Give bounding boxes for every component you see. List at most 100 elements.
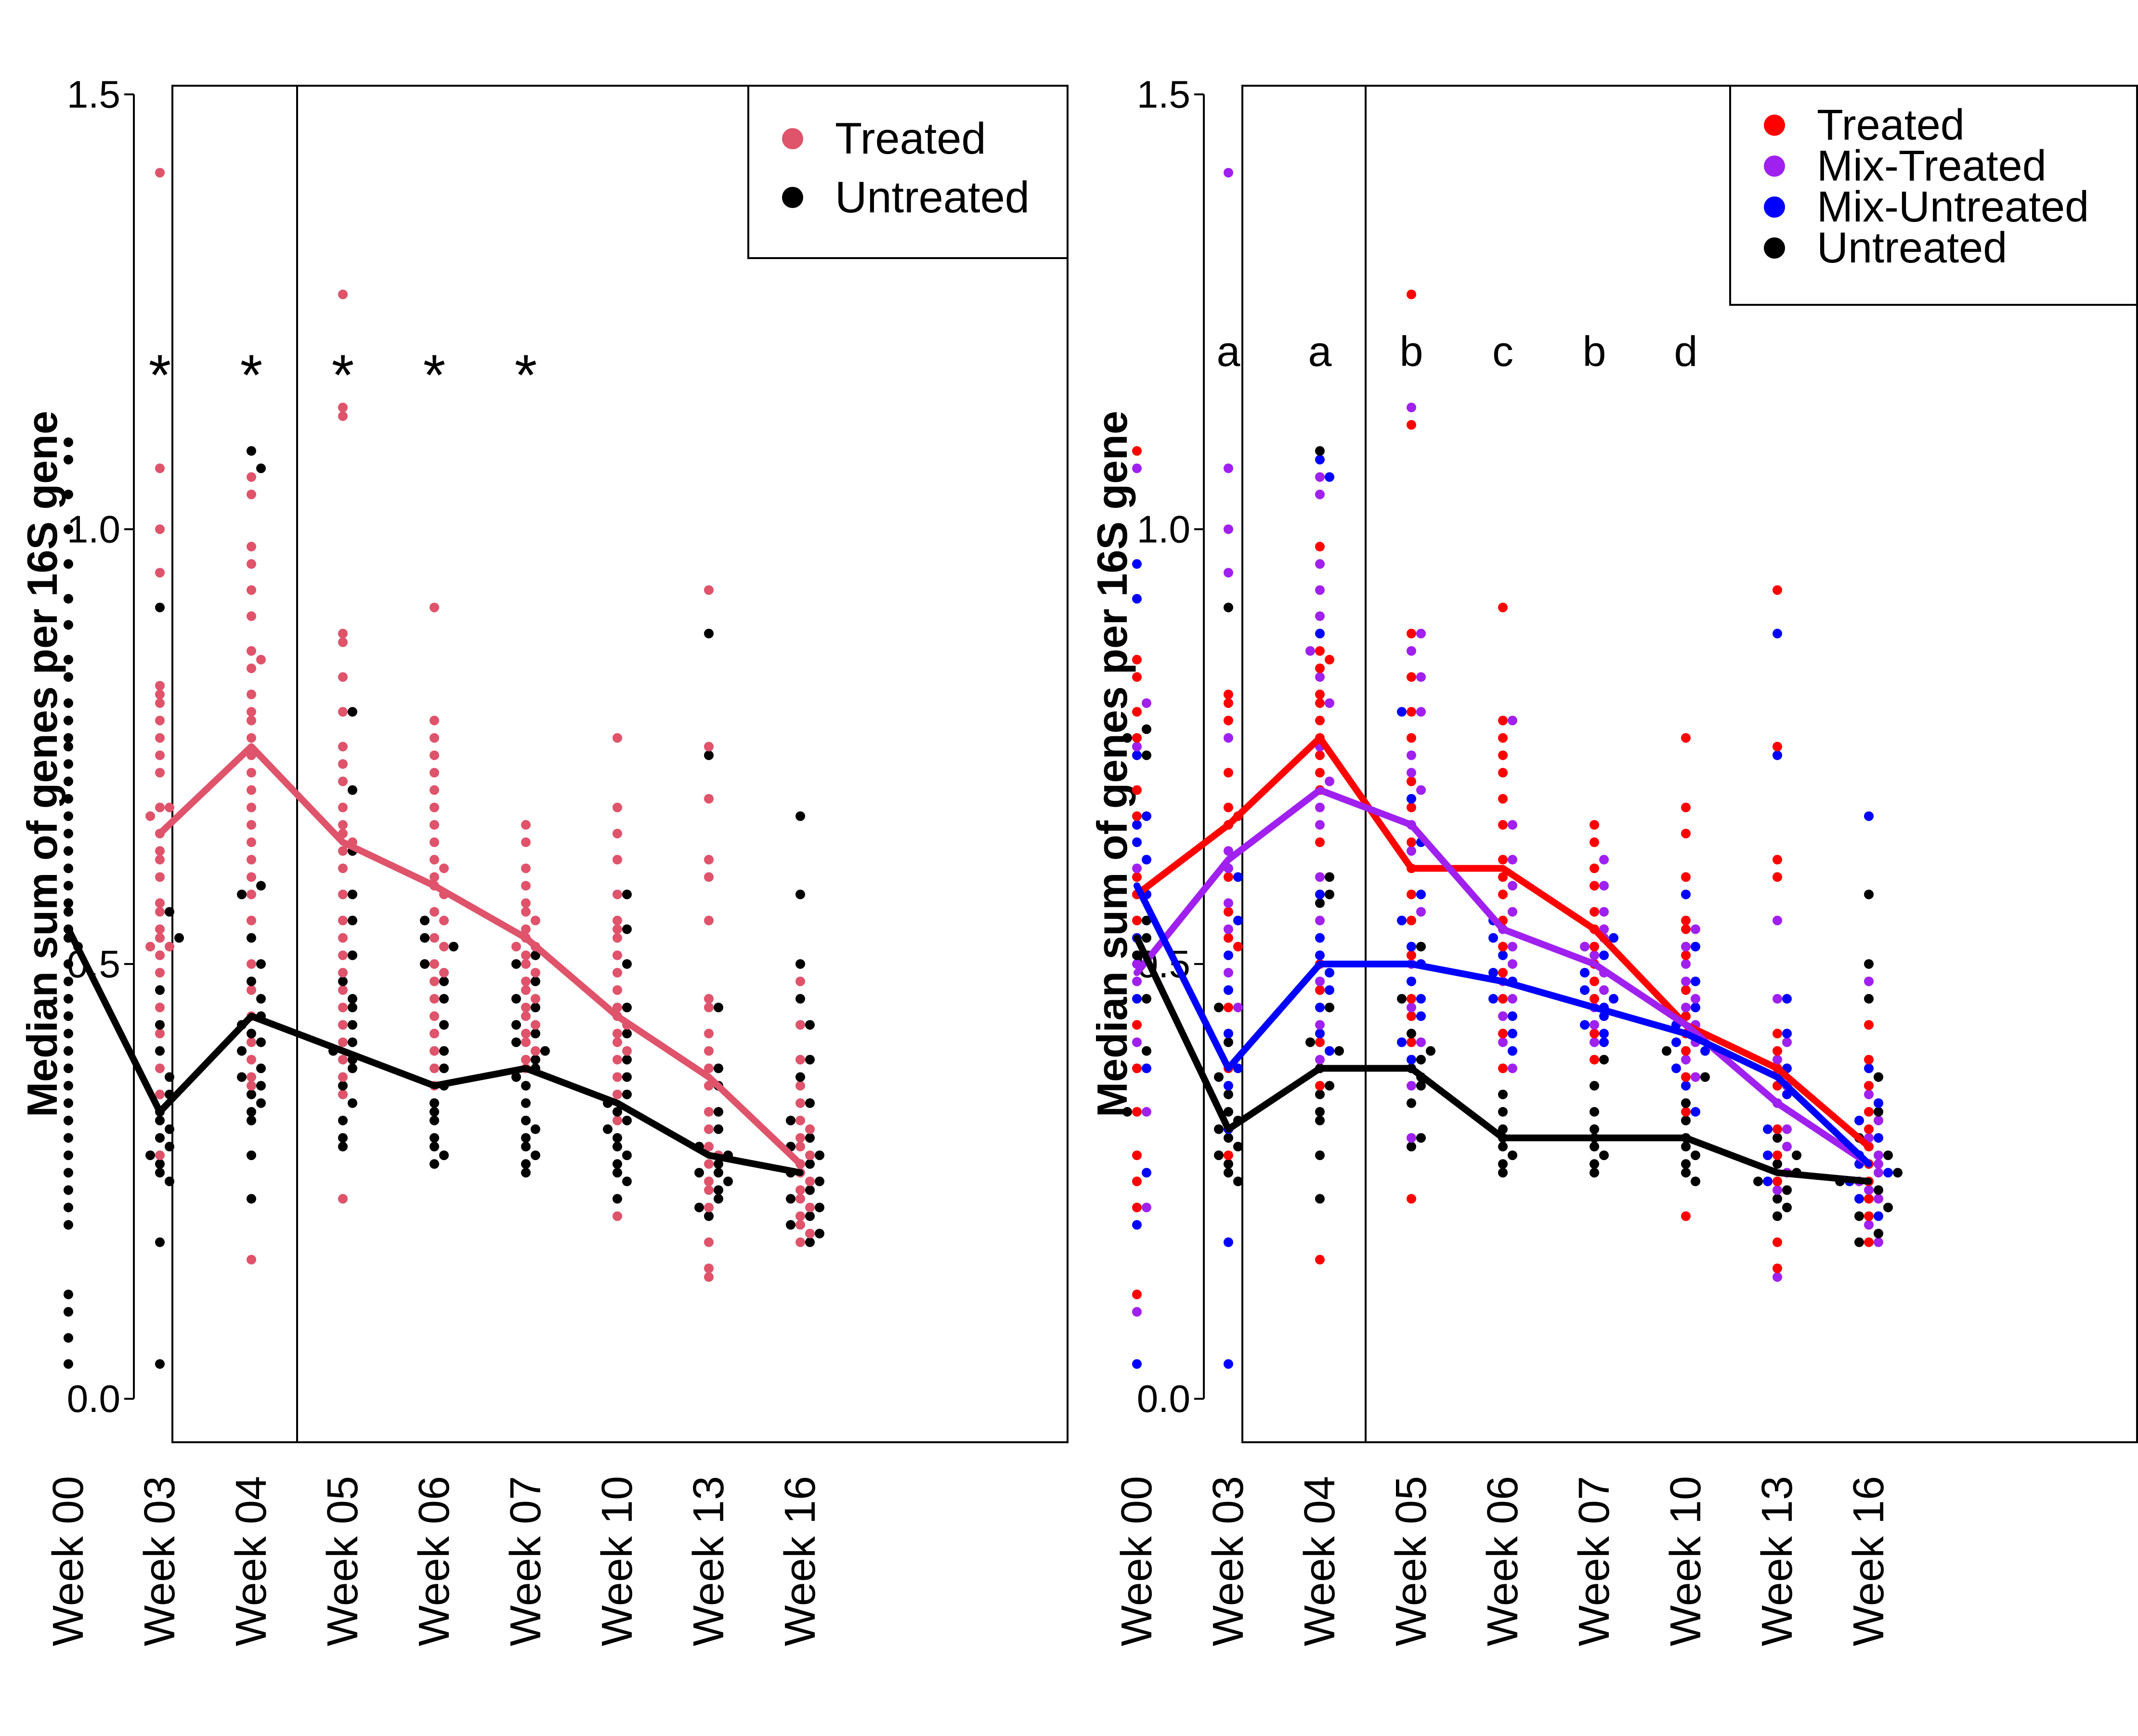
- data-point-mix-untreated: [1407, 1055, 1416, 1065]
- data-point-mix-treated: [1132, 1307, 1142, 1317]
- data-point-untreated: [439, 1046, 449, 1056]
- data-point-untreated: [714, 1185, 723, 1195]
- data-point-untreated: [1416, 1133, 1426, 1143]
- data-point-untreated: [1874, 1228, 1883, 1239]
- data-point-untreated: [531, 950, 540, 960]
- data-point-untreated: [64, 1220, 73, 1230]
- data-point-mix-treated: [1782, 1124, 1792, 1134]
- data-point-untreated: [511, 1020, 521, 1030]
- data-point-treated: [430, 802, 439, 812]
- data-point-untreated: [795, 1072, 805, 1082]
- data-point-mix-treated: [1864, 1185, 1874, 1195]
- significance-label: *: [240, 343, 263, 407]
- data-point-treated: [613, 1089, 622, 1099]
- data-point-untreated: [1883, 1150, 1893, 1161]
- data-point-mix-untreated: [1599, 950, 1609, 960]
- significance-label: *: [332, 343, 354, 407]
- data-point-mix-treated: [1773, 1055, 1782, 1065]
- data-point-untreated: [64, 1333, 73, 1343]
- data-point-treated: [430, 994, 439, 1004]
- data-point-mix-untreated: [1397, 915, 1407, 926]
- data-point-treated: [1407, 837, 1416, 848]
- data-point-untreated: [1142, 915, 1151, 926]
- data-point-untreated: [237, 889, 247, 900]
- data-point-treated: [521, 924, 531, 934]
- significance-label: a: [1217, 327, 1240, 375]
- data-point-treated: [1224, 698, 1233, 708]
- data-point-untreated: [511, 994, 521, 1004]
- data-point-untreated: [714, 1124, 723, 1134]
- data-point-untreated: [1315, 1107, 1325, 1117]
- data-point-untreated: [622, 1176, 632, 1187]
- data-point-untreated: [1224, 602, 1233, 613]
- data-point-untreated: [1508, 1150, 1517, 1161]
- data-point-treated: [1132, 654, 1142, 665]
- data-point-untreated: [348, 994, 357, 1004]
- data-point-treated: [795, 1020, 805, 1030]
- data-point-mix-untreated: [1325, 985, 1334, 995]
- data-point-mix-treated: [1599, 985, 1609, 995]
- data-point-treated: [430, 959, 439, 969]
- data-point-treated: [795, 1098, 805, 1108]
- x-tick-label: Week 06: [1479, 1476, 1527, 1646]
- data-point-treated: [622, 1046, 632, 1056]
- data-point-treated: [1498, 794, 1508, 804]
- data-point-mix-treated: [1315, 976, 1325, 986]
- data-point-untreated: [1700, 1072, 1710, 1082]
- data-point-mix-treated: [1416, 672, 1426, 682]
- data-point-mix-treated: [1224, 168, 1233, 178]
- data-point-treated: [531, 1046, 540, 1056]
- plot-frame: [1241, 85, 2138, 1443]
- data-point-untreated: [1416, 1055, 1426, 1065]
- data-point-untreated: [795, 811, 805, 821]
- data-point-untreated: [247, 1107, 256, 1117]
- data-point-mix-treated: [1498, 1037, 1508, 1047]
- data-point-untreated: [64, 776, 73, 786]
- data-point-treated: [805, 1228, 815, 1239]
- data-point-mix-treated: [1498, 1011, 1508, 1021]
- data-point-treated: [247, 837, 256, 848]
- x-tick-label: Week 07: [502, 1476, 550, 1646]
- data-point-mix-treated: [1142, 698, 1151, 708]
- data-point-treated: [1407, 420, 1416, 430]
- data-point-untreated: [1681, 1168, 1691, 1178]
- significance-label: *: [149, 343, 171, 407]
- data-point-treated: [795, 1211, 805, 1221]
- data-point-treated: [521, 907, 531, 917]
- data-point-mix-treated: [1224, 463, 1233, 473]
- data-point-treated: [1590, 881, 1599, 891]
- data-point-untreated: [1773, 1159, 1782, 1169]
- data-point-mix-treated: [1599, 855, 1609, 865]
- data-point-treated: [247, 1081, 256, 1091]
- data-point-treated: [1132, 1176, 1142, 1187]
- data-point-mix-treated: [1416, 707, 1426, 717]
- data-point-untreated: [338, 976, 348, 986]
- y-axis-title: Median sum of genes per 16S gene: [18, 411, 66, 1117]
- data-point-treated: [155, 1089, 165, 1099]
- data-point-mix-treated: [1132, 742, 1142, 752]
- data-point-untreated: [1426, 1046, 1435, 1056]
- data-point-untreated: [64, 455, 73, 465]
- data-point-treated: [155, 1029, 165, 1039]
- data-point-treated: [1132, 707, 1142, 717]
- data-point-treated: [1590, 1055, 1599, 1065]
- data-point-untreated: [256, 1037, 266, 1047]
- data-point-treated: [521, 898, 531, 908]
- data-point-untreated: [1315, 446, 1325, 456]
- data-point-treated: [439, 863, 449, 874]
- data-point-treated: [338, 1055, 348, 1065]
- data-point-mix-treated: [1508, 994, 1517, 1004]
- data-point-treated: [1132, 811, 1142, 821]
- data-point-mix-untreated: [1142, 1063, 1151, 1073]
- data-point-mix-untreated: [1142, 811, 1151, 821]
- data-point-treated: [805, 1202, 815, 1213]
- data-point-treated: [704, 1185, 714, 1195]
- x-tick-label: Week 13: [685, 1476, 733, 1646]
- data-point-treated: [613, 828, 622, 838]
- data-point-untreated: [155, 1115, 165, 1125]
- data-point-untreated: [694, 1168, 704, 1178]
- data-point-treated: [1864, 1055, 1874, 1065]
- data-point-treated: [155, 524, 165, 534]
- data-point-treated: [613, 1072, 622, 1082]
- legend: Treated Untreated: [747, 85, 1069, 259]
